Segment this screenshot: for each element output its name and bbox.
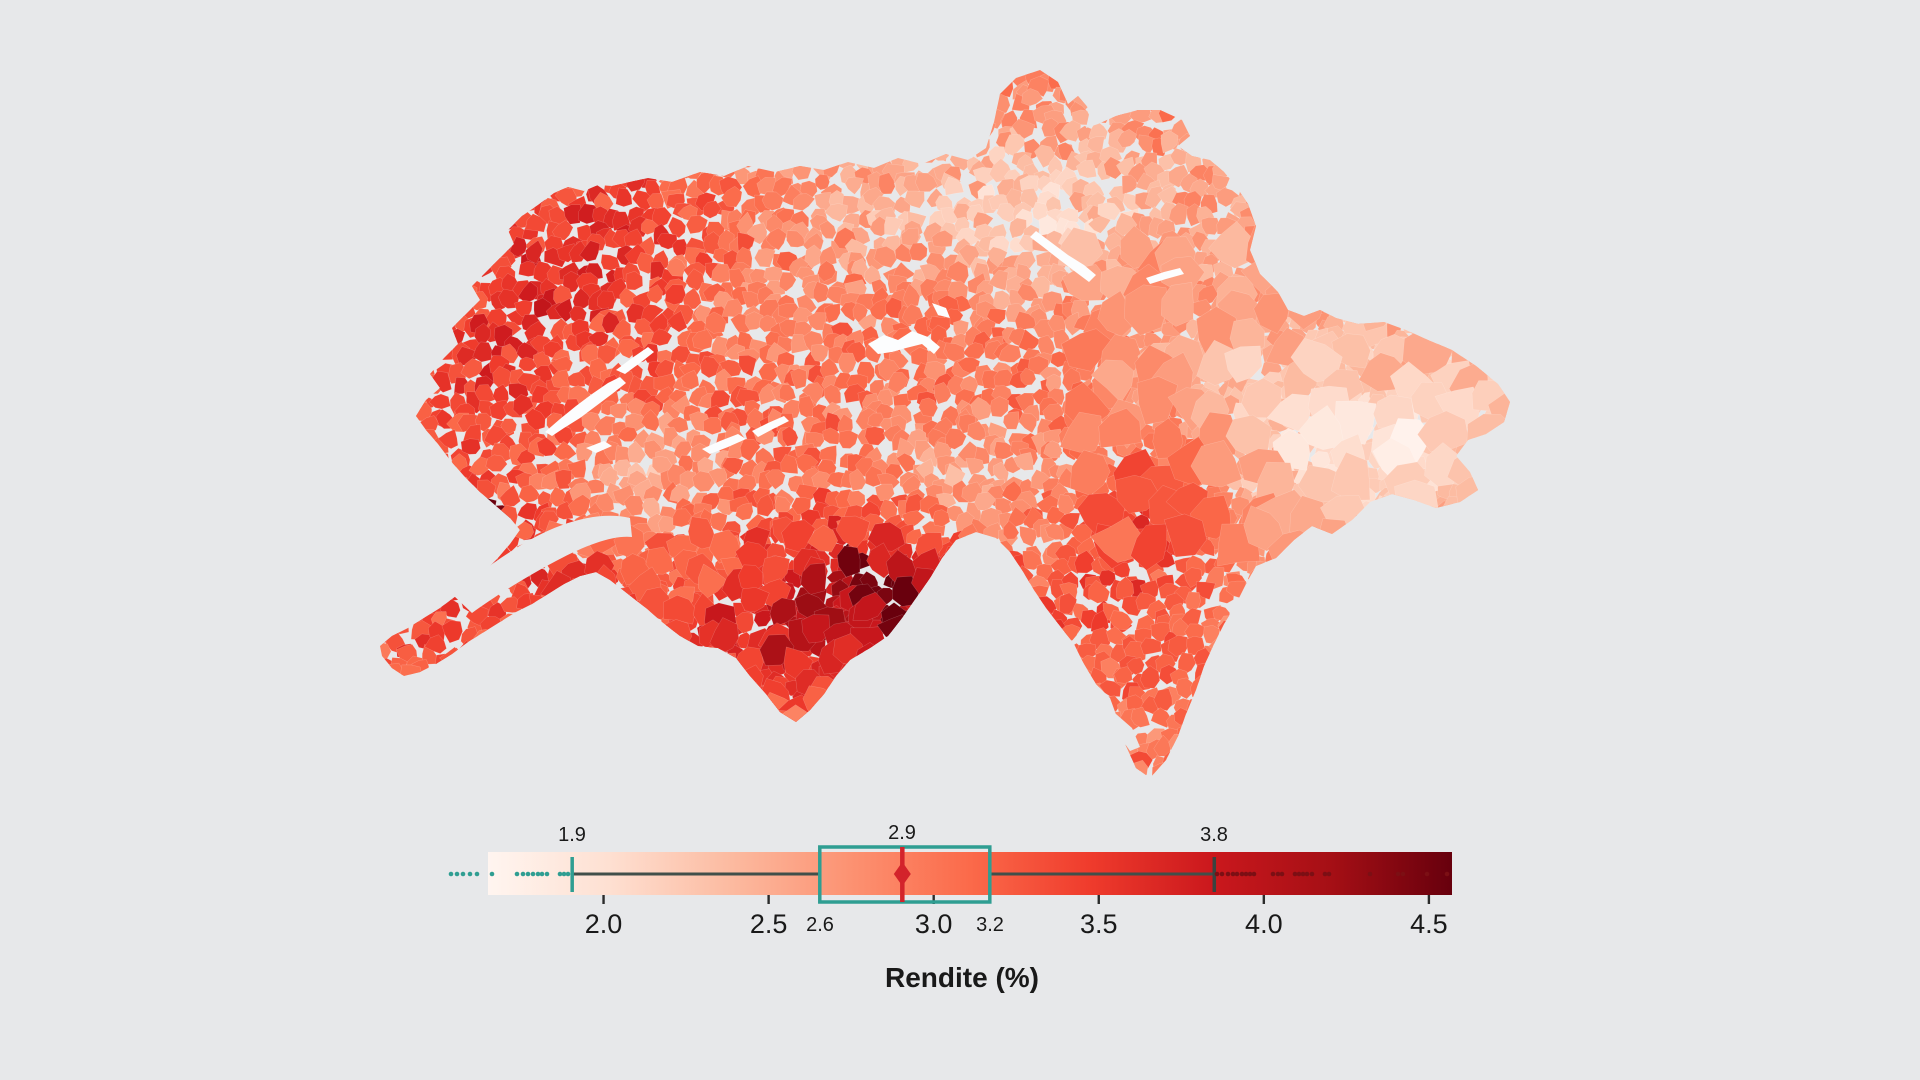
interior-lakes	[545, 231, 1184, 454]
outlier-dot	[514, 871, 520, 877]
axis-ticks: 2.0 2.5 3.0 3.5 4.0 4.5	[585, 895, 1448, 939]
municipality-cells	[380, 70, 1510, 778]
outlier-dot	[1300, 871, 1306, 877]
lake-walen	[1146, 268, 1184, 284]
tick-label: 3.5	[1080, 909, 1118, 939]
outlier-dot	[1234, 871, 1240, 877]
outlier-dot	[544, 871, 550, 877]
outlier-dot	[454, 871, 460, 877]
lake-lucerne	[868, 331, 940, 354]
outlier-dots-high	[1214, 871, 1450, 877]
outlier-dot	[520, 871, 526, 877]
outlier-dot	[1214, 871, 1220, 877]
lake-maggiore	[1044, 636, 1074, 695]
lake-geneva	[454, 515, 632, 613]
colorbar-legend: 2.0 2.5 3.0 3.5 4.0 4.5 1.9 2.9 3.8 2.6 3.2 R…	[448, 822, 1452, 993]
outlier-dot	[448, 871, 454, 877]
outlier-dot	[1270, 871, 1276, 877]
switzerland-map	[380, 70, 1510, 778]
outlier-dot	[1444, 871, 1450, 877]
outlier-dot	[460, 871, 466, 877]
outlier-dot	[565, 871, 571, 877]
boxplot-overlay	[448, 845, 1450, 904]
lake-biel	[616, 347, 654, 374]
lake-neuchatel	[545, 377, 626, 436]
outlier-dot	[1279, 871, 1285, 877]
q1-label: 2.6	[806, 914, 834, 936]
tick-label: 3.0	[915, 909, 953, 939]
whisker-low-label: 1.9	[558, 824, 586, 846]
outlier-dot	[1400, 871, 1406, 877]
axis-title: Rendite (%)	[885, 962, 1039, 993]
q3-label: 3.2	[976, 914, 1004, 936]
outlier-dot	[557, 871, 563, 877]
outlier-dot	[539, 871, 545, 877]
outlier-dot	[1292, 871, 1298, 877]
lake-zurich	[1030, 231, 1096, 282]
lake-lugano	[1108, 714, 1140, 751]
median-label: 2.9	[888, 822, 916, 844]
outlier-dot	[1309, 871, 1315, 877]
outlier-dot	[1326, 871, 1332, 877]
outlier-dot	[1322, 871, 1328, 877]
outlier-dots-low	[448, 871, 571, 877]
outlier-dot	[530, 871, 536, 877]
tick-label: 4.5	[1410, 909, 1448, 939]
lake-thun	[702, 434, 746, 454]
outlier-dot	[1367, 871, 1373, 877]
outlier-dot	[1424, 871, 1430, 877]
outlier-dot	[1230, 871, 1236, 877]
outlier-dot	[1251, 871, 1257, 877]
outlier-dot	[1239, 871, 1245, 877]
outlier-dot	[1304, 871, 1310, 877]
outlier-dot	[467, 871, 473, 877]
outlier-dot	[1247, 871, 1253, 877]
outlier-dot	[561, 871, 567, 877]
tick-label: 2.0	[585, 909, 623, 939]
outlier-dot	[1395, 871, 1401, 877]
outlier-dot	[489, 871, 495, 877]
lake-zug	[932, 303, 950, 318]
outlier-dot	[1275, 871, 1281, 877]
whisker-high-label: 3.8	[1200, 824, 1228, 846]
lake-murten	[586, 441, 612, 453]
tick-label: 4.0	[1245, 909, 1283, 939]
outlier-dot	[525, 871, 531, 877]
lake-brienz	[752, 416, 789, 437]
outlier-dot	[535, 871, 541, 877]
tick-label: 2.5	[750, 909, 788, 939]
border-lakes	[454, 515, 1140, 751]
outlier-dot	[1225, 871, 1231, 877]
median-diamond-marker	[893, 862, 911, 886]
outlier-dot	[474, 871, 480, 877]
outlier-dot	[1296, 871, 1302, 877]
outlier-dot	[1219, 871, 1225, 877]
iqr-box	[818, 845, 992, 904]
outlier-dot	[1243, 871, 1249, 877]
